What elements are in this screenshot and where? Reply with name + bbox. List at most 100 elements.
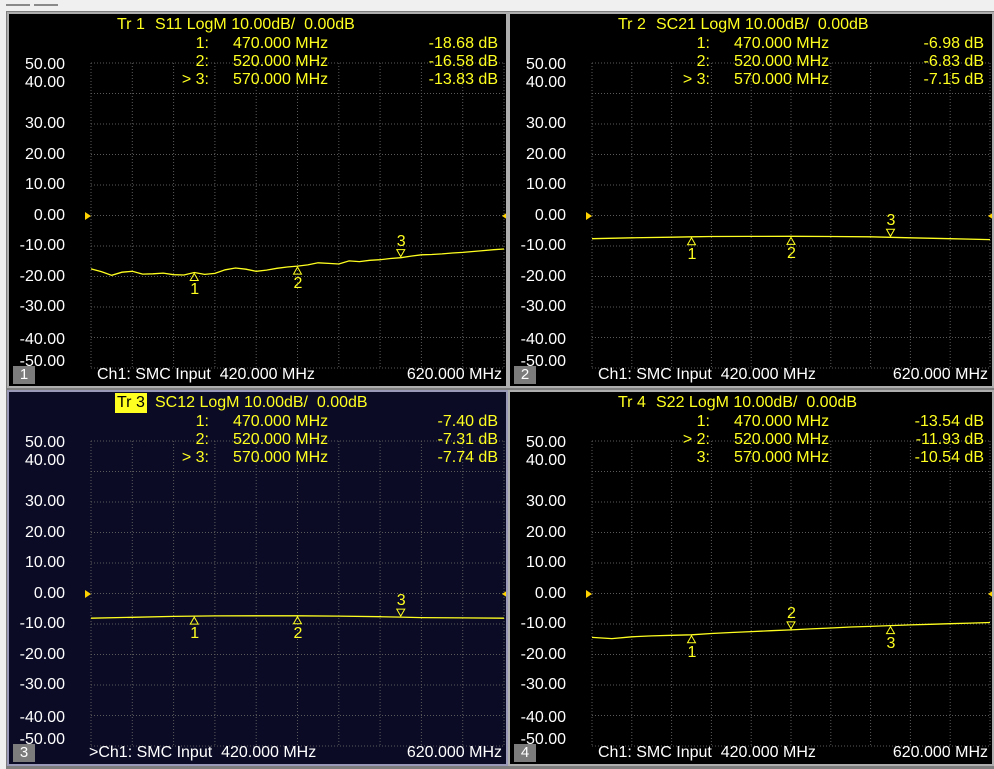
trace-number[interactable]: Tr 4 bbox=[618, 394, 646, 411]
y-axis-tick-label: -50.00 bbox=[520, 353, 566, 370]
y-axis-tick-label: -10.00 bbox=[520, 237, 566, 254]
y-axis-tick-label: -50.00 bbox=[19, 731, 65, 748]
marker-frequency: 470.000 MHz bbox=[734, 35, 830, 52]
marker-value: -6.83 dB bbox=[923, 53, 984, 70]
marker-number-label[interactable]: 3 bbox=[886, 634, 896, 652]
reference-level-arrow-right bbox=[502, 211, 506, 220]
y-axis-tick-label: 0.00 bbox=[33, 206, 65, 224]
marker-number-label[interactable]: 3 bbox=[396, 592, 406, 610]
marker-number-label[interactable]: 2 bbox=[787, 604, 796, 622]
trace-panel-4[interactable]: Tr 4 S22 LogM 10.00dB/ 0.00dB 50.00 40.00 30… bbox=[508, 390, 994, 766]
reference-level-arrow-right bbox=[988, 589, 992, 598]
trace-title[interactable]: Tr 4 S22 LogM 10.00dB/ 0.00dB bbox=[510, 393, 992, 413]
y-axis-tick-label: 50.00 bbox=[24, 56, 65, 73]
trace-line bbox=[591, 235, 991, 241]
channel-number-box[interactable]: 4 bbox=[514, 744, 536, 762]
reference-level-arrow-left bbox=[85, 211, 91, 220]
y-axis-tick-label: -10.00 bbox=[520, 615, 566, 632]
marker-id: 1: bbox=[696, 35, 710, 52]
marker-number-label[interactable]: 2 bbox=[787, 245, 796, 263]
marker-triangle bbox=[686, 236, 697, 246]
marker-number-label[interactable]: 1 bbox=[190, 625, 200, 643]
trace-plot bbox=[90, 62, 505, 369]
channel-stop-frequency: 620.000 MHz bbox=[892, 366, 988, 383]
reference-level-arrow-left bbox=[586, 211, 592, 220]
trace-panel-2[interactable]: Tr 2 SC21 LogM 10.00dB/ 0.00dB 50.00 40.00 3… bbox=[508, 12, 994, 388]
marker-triangle bbox=[786, 621, 796, 630]
y-axis-tick-label: -50.00 bbox=[520, 731, 566, 748]
marker-value: -7.74 dB bbox=[437, 449, 498, 466]
marker-frequency: 570.000 MHz bbox=[734, 71, 830, 88]
marker-triangle bbox=[292, 266, 303, 275]
y-axis-tick-label: -40.00 bbox=[520, 708, 566, 726]
trace-plot bbox=[591, 62, 991, 369]
toolbar-tab-indicator bbox=[6, 4, 30, 6]
channel-footer: 4 Ch1: SMC Input 420.000 MHz 620.000 MHz bbox=[510, 743, 992, 763]
marker-number-label[interactable]: 1 bbox=[687, 245, 697, 263]
marker-id: 2: bbox=[195, 431, 209, 448]
y-axis-tick-label: -30.00 bbox=[520, 676, 566, 693]
marker-number-label[interactable]: 1 bbox=[190, 281, 200, 299]
channel-number-box[interactable]: 1 bbox=[13, 366, 35, 384]
y-axis-tick-label: 0.00 bbox=[534, 206, 566, 224]
channel-number-box[interactable]: 3 bbox=[13, 744, 35, 762]
y-axis-tick-label: -30.00 bbox=[19, 298, 65, 315]
y-axis-tick-label: 20.00 bbox=[24, 523, 65, 541]
y-axis-tick-label: 40.00 bbox=[525, 73, 566, 91]
y-axis-tick-label: -30.00 bbox=[520, 298, 566, 315]
trace-measurement-title: S11 LogM 10.00dB/ 0.00dB bbox=[155, 16, 355, 33]
y-axis-tick-label: -20.00 bbox=[19, 645, 65, 663]
y-axis-tick-label: 0.00 bbox=[33, 584, 65, 602]
marker-frequency: 470.000 MHz bbox=[233, 413, 329, 430]
reference-level-arrow-left bbox=[85, 589, 91, 598]
channel-start-text: >Ch1: SMC Input 420.000 MHz bbox=[89, 744, 317, 761]
trace-line bbox=[591, 621, 991, 640]
trace-panel-1[interactable]: Tr 1 S11 LogM 10.00dB/ 0.00dB 50.00 40.00 30… bbox=[7, 12, 508, 388]
marker-value: -13.54 dB bbox=[914, 413, 984, 430]
channel-number-box[interactable]: 2 bbox=[514, 366, 536, 384]
marker-value: -7.40 dB bbox=[437, 413, 498, 430]
y-axis-tick-label: -20.00 bbox=[19, 267, 65, 285]
trace-title[interactable]: Tr 1 S11 LogM 10.00dB/ 0.00dB bbox=[9, 15, 506, 35]
trace-plot bbox=[90, 440, 505, 747]
channel-stop-frequency: 620.000 MHz bbox=[406, 744, 502, 761]
marker-value: -16.58 dB bbox=[428, 53, 498, 70]
channel-stop-frequency: 620.000 MHz bbox=[406, 366, 502, 383]
y-axis-tick-label: 20.00 bbox=[525, 523, 566, 541]
y-axis-tick-label: 30.00 bbox=[24, 115, 65, 132]
channel-start-text: Ch1: SMC Input 420.000 MHz bbox=[598, 744, 816, 761]
marker-value: -7.15 dB bbox=[923, 71, 984, 88]
marker-id: 1: bbox=[195, 413, 209, 430]
marker-frequency: 520.000 MHz bbox=[734, 53, 830, 70]
trace-number[interactable]: Tr 1 bbox=[117, 16, 145, 33]
marker-number-label[interactable]: 3 bbox=[886, 212, 896, 230]
trace-title[interactable]: Tr 2 SC21 LogM 10.00dB/ 0.00dB bbox=[510, 15, 992, 35]
marker-number-label[interactable]: 2 bbox=[293, 624, 303, 642]
marker-frequency: 470.000 MHz bbox=[233, 35, 329, 52]
marker-id: 3: bbox=[696, 449, 710, 466]
marker-id: > 3: bbox=[181, 71, 209, 88]
trace-number[interactable]: Tr 2 bbox=[618, 16, 646, 33]
y-axis-tick-label: 50.00 bbox=[525, 56, 566, 73]
trace-number[interactable]: Tr 3 bbox=[115, 393, 147, 413]
trace-panel-3[interactable]: Tr 3 SC12 LogM 10.00dB/ 0.00dB 50.00 40.00 3… bbox=[7, 390, 508, 766]
marker-id: > 3: bbox=[181, 449, 209, 466]
channel-stop-frequency: 620.000 MHz bbox=[892, 744, 988, 761]
y-axis-tick-label: 30.00 bbox=[525, 115, 566, 132]
y-axis-tick-label: 30.00 bbox=[24, 493, 65, 510]
marker-number-label[interactable]: 3 bbox=[396, 232, 406, 250]
marker-triangle bbox=[292, 615, 303, 625]
marker-triangle bbox=[686, 634, 697, 644]
top-toolbar-strip bbox=[0, 0, 994, 10]
trace-title[interactable]: Tr 3 SC12 LogM 10.00dB/ 0.00dB bbox=[9, 393, 506, 413]
marker-triangle bbox=[189, 272, 200, 281]
marker-frequency: 570.000 MHz bbox=[233, 71, 329, 88]
trace-measurement-title: SC12 LogM 10.00dB/ 0.00dB bbox=[155, 394, 368, 411]
y-axis-tick-label: 10.00 bbox=[525, 554, 566, 571]
y-axis-tick-label: 40.00 bbox=[24, 451, 65, 469]
y-axis-tick-label: -30.00 bbox=[19, 676, 65, 693]
marker-number-label[interactable]: 2 bbox=[293, 275, 303, 293]
trace-measurement-title: SC21 LogM 10.00dB/ 0.00dB bbox=[656, 16, 869, 33]
marker-number-label[interactable]: 1 bbox=[687, 643, 697, 661]
marker-frequency: 470.000 MHz bbox=[734, 413, 830, 430]
